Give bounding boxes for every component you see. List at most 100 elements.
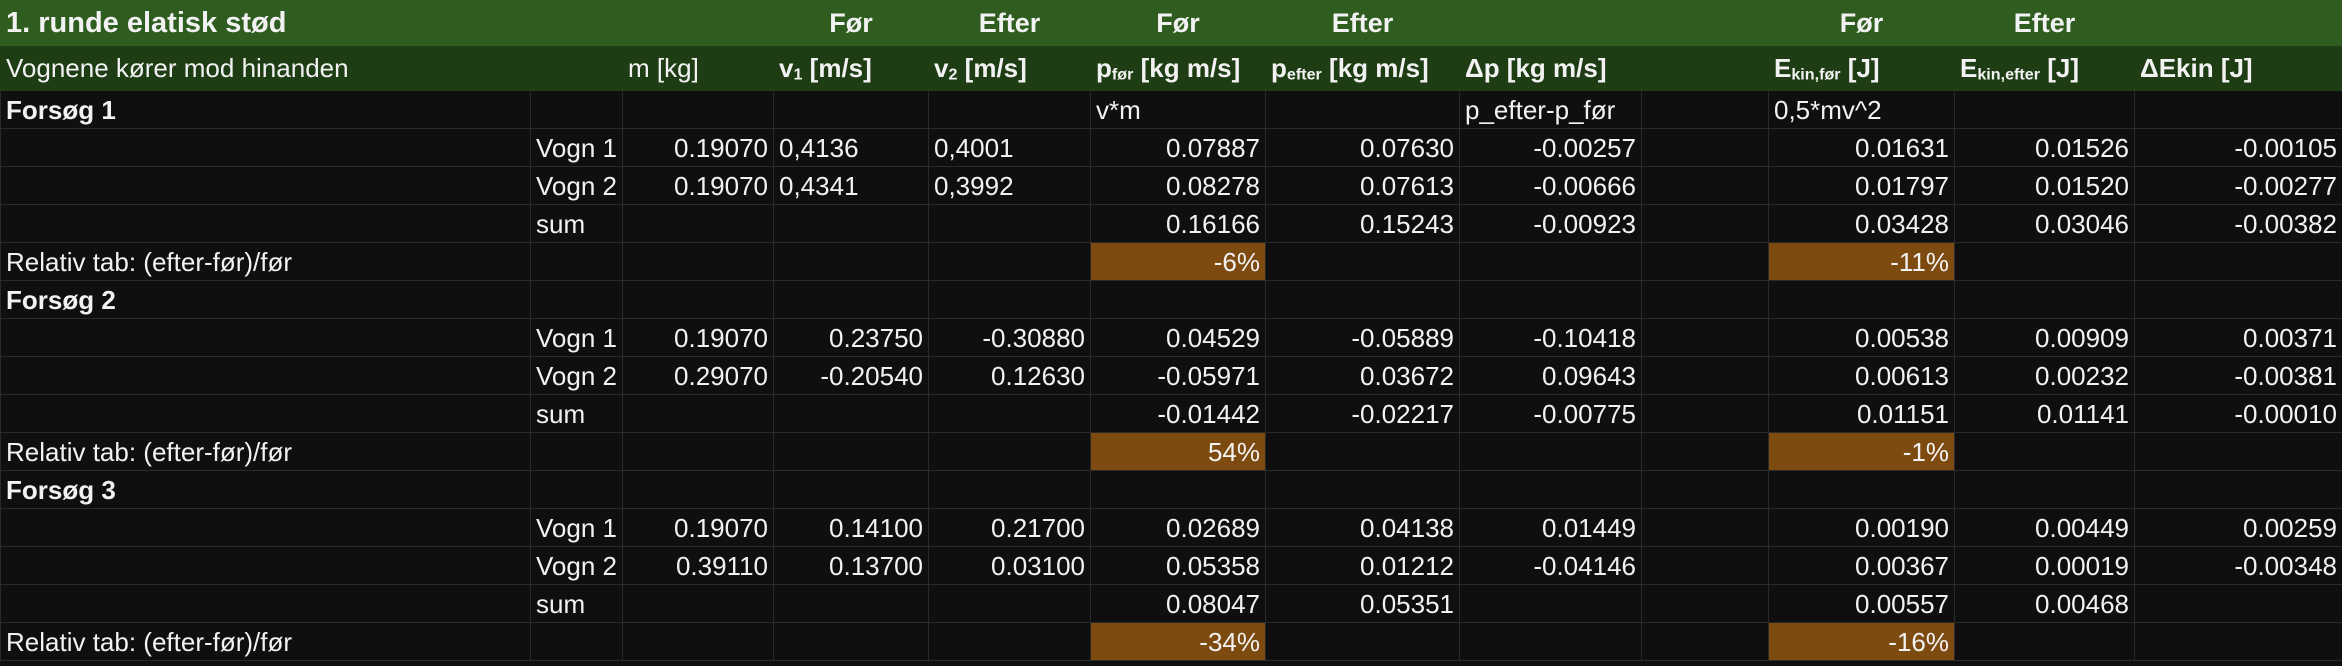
cell[interactable] xyxy=(1459,0,1642,46)
cell[interactable] xyxy=(1641,432,1769,471)
cell[interactable] xyxy=(1641,546,1769,585)
v1-group-header[interactable]: Før xyxy=(773,0,929,46)
cell[interactable] xyxy=(1954,280,2135,319)
cell[interactable] xyxy=(0,508,531,547)
relative-loss-e[interactable]: -1% xyxy=(1768,432,1955,471)
section-title[interactable]: Forsøg 1 xyxy=(0,90,531,129)
formula-note-e[interactable]: 0,5*mv^2 xyxy=(1768,90,1955,129)
delta-p-cell[interactable]: -0.10418 xyxy=(1459,318,1642,357)
cell[interactable] xyxy=(2134,470,2342,509)
cell[interactable] xyxy=(530,280,623,319)
cell[interactable] xyxy=(773,280,929,319)
cell[interactable] xyxy=(2134,0,2342,46)
cell[interactable] xyxy=(1641,90,1769,129)
cell[interactable] xyxy=(530,242,623,281)
row-label[interactable]: sum xyxy=(530,394,623,433)
p-efter-cell[interactable]: 0.07613 xyxy=(1265,166,1460,205)
cell[interactable] xyxy=(1265,242,1460,281)
cell[interactable] xyxy=(1090,280,1266,319)
delta-e-cell[interactable]: 0.00371 xyxy=(2134,318,2342,357)
cell[interactable] xyxy=(1641,318,1769,357)
cell[interactable] xyxy=(928,90,1091,129)
cell[interactable] xyxy=(0,546,531,585)
cell[interactable] xyxy=(1265,432,1460,471)
e-efter-sum[interactable]: 0.03046 xyxy=(1954,204,2135,243)
cell[interactable] xyxy=(773,622,929,661)
delta-p-header[interactable]: Δp [kg m/s] xyxy=(1459,45,1642,91)
v1-cell[interactable]: 0.23750 xyxy=(773,318,929,357)
cell[interactable] xyxy=(1641,622,1769,661)
cell[interactable] xyxy=(928,622,1091,661)
relative-loss-e[interactable]: -16% xyxy=(1768,622,1955,661)
cell[interactable] xyxy=(2134,242,2342,281)
e-efter-cell[interactable]: 0.00232 xyxy=(1954,356,2135,395)
p-efter-cell[interactable]: 0.07630 xyxy=(1265,128,1460,167)
cell[interactable] xyxy=(622,584,774,623)
mass-header[interactable]: m [kg] xyxy=(622,45,774,91)
cell[interactable] xyxy=(773,470,929,509)
relative-loss-p[interactable]: -34% xyxy=(1090,622,1266,661)
relative-loss-label[interactable]: Relativ tab: (efter-før)/før xyxy=(0,622,531,661)
delta-p-cell[interactable]: -0.00257 xyxy=(1459,128,1642,167)
delta-p-sum[interactable]: -0.00775 xyxy=(1459,394,1642,433)
formula-note-dp[interactable]: p_efter-p_før xyxy=(1459,90,1642,129)
cell[interactable] xyxy=(773,242,929,281)
p-for-cell[interactable]: 0.07887 xyxy=(1090,128,1266,167)
cell[interactable] xyxy=(0,318,531,357)
cell[interactable] xyxy=(0,394,531,433)
p-for-sum[interactable]: -0.01442 xyxy=(1090,394,1266,433)
cell[interactable] xyxy=(1265,90,1460,129)
v1-cell[interactable]: 0.13700 xyxy=(773,546,929,585)
e-efter-sum[interactable]: 0.01141 xyxy=(1954,394,2135,433)
p-for-cell[interactable]: -0.05971 xyxy=(1090,356,1266,395)
mass-cell[interactable]: 0.29070 xyxy=(622,356,774,395)
p-for-cell[interactable]: 0.05358 xyxy=(1090,546,1266,585)
cell[interactable] xyxy=(928,280,1091,319)
v1-cell[interactable]: 0,4136 xyxy=(773,128,929,167)
cell[interactable] xyxy=(1954,470,2135,509)
cell[interactable] xyxy=(1954,90,2135,129)
e-efter-group-header[interactable]: Efter xyxy=(1954,0,2135,46)
row-label[interactable]: sum xyxy=(530,204,623,243)
cell[interactable] xyxy=(1459,280,1642,319)
cell[interactable] xyxy=(2134,432,2342,471)
delta-e-cell[interactable]: -0.00381 xyxy=(2134,356,2342,395)
v2-cell[interactable]: 0,4001 xyxy=(928,128,1091,167)
cell[interactable] xyxy=(2134,280,2342,319)
e-for-sum[interactable]: 0.03428 xyxy=(1768,204,1955,243)
cell[interactable] xyxy=(1459,622,1642,661)
cell[interactable] xyxy=(1641,280,1769,319)
cell[interactable] xyxy=(0,204,531,243)
e-for-cell[interactable]: 0.00190 xyxy=(1768,508,1955,547)
cell[interactable] xyxy=(1641,470,1769,509)
section-title[interactable]: Forsøg 2 xyxy=(0,280,531,319)
mass-cell[interactable]: 0.19070 xyxy=(622,318,774,357)
sheet-title[interactable]: 1. runde elatisk stød xyxy=(0,0,531,46)
p-for-header[interactable]: pfør [kg m/s] xyxy=(1090,45,1266,91)
delta-p-cell[interactable]: 0.09643 xyxy=(1459,356,1642,395)
cell[interactable] xyxy=(622,0,774,46)
mass-cell[interactable]: 0.19070 xyxy=(622,128,774,167)
relative-loss-p[interactable]: -6% xyxy=(1090,242,1266,281)
cell[interactable] xyxy=(773,432,929,471)
v2-cell[interactable]: 0.12630 xyxy=(928,356,1091,395)
cell[interactable] xyxy=(0,166,531,205)
cell[interactable] xyxy=(928,432,1091,471)
cell[interactable] xyxy=(622,242,774,281)
formula-note-p[interactable]: v*m xyxy=(1090,90,1266,129)
cell[interactable] xyxy=(1459,584,1642,623)
row-label[interactable]: Vogn 1 xyxy=(530,128,623,167)
e-kin-efter-header[interactable]: Ekin,efter [J] xyxy=(1954,45,2135,91)
cell[interactable] xyxy=(1641,584,1769,623)
cell[interactable] xyxy=(0,356,531,395)
cell[interactable] xyxy=(1641,45,1769,91)
cell[interactable] xyxy=(1641,204,1769,243)
mass-cell[interactable]: 0.19070 xyxy=(622,166,774,205)
cell[interactable] xyxy=(0,128,531,167)
p-efter-sum[interactable]: 0.05351 xyxy=(1265,584,1460,623)
e-for-cell[interactable]: 0.00538 xyxy=(1768,318,1955,357)
cell[interactable] xyxy=(622,204,774,243)
p-efter-cell[interactable]: 0.01212 xyxy=(1265,546,1460,585)
delta-p-cell[interactable]: 0.01449 xyxy=(1459,508,1642,547)
cell[interactable] xyxy=(928,204,1091,243)
